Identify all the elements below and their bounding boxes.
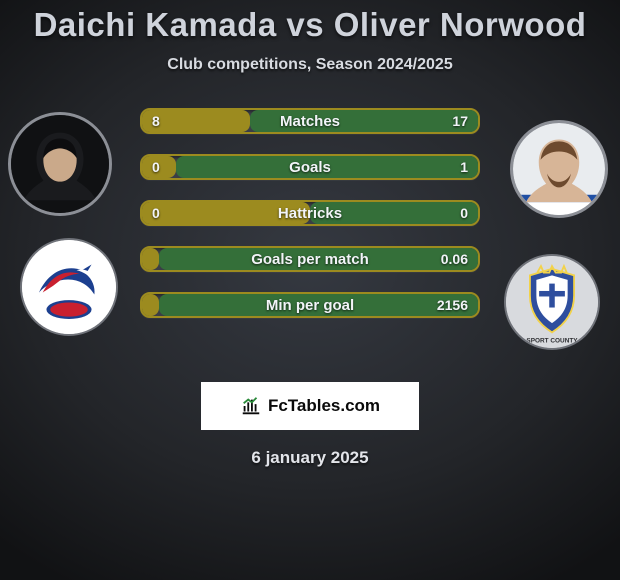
eagle-crest-icon — [22, 240, 116, 334]
stat-label: Goals — [142, 156, 478, 178]
stat-row: 817Matches — [140, 108, 480, 134]
stat-row: 2156Min per goal — [140, 292, 480, 318]
stat-bars: 817Matches 01Goals 00Hattricks 0.06Goals pe… — [140, 108, 480, 338]
chart-logo-icon — [240, 395, 262, 417]
comparison-card: Daichi Kamada vs Oliver Norwood Club com… — [0, 0, 620, 580]
subtitle: Club competitions, Season 2024/2025 — [0, 56, 620, 74]
stat-label: Goals per match — [142, 248, 478, 270]
shield-crest-icon: SPORT COUNTY — [506, 256, 598, 348]
player2-club-crest: SPORT COUNTY — [504, 254, 600, 350]
stat-label: Hattricks — [142, 202, 478, 224]
player1-portrait-icon — [11, 115, 109, 213]
stat-row: 01Goals — [140, 154, 480, 180]
player1-avatar — [8, 112, 112, 216]
player2-avatar — [510, 120, 608, 218]
stat-label: Matches — [142, 110, 478, 132]
watermark: FcTables.com — [201, 382, 419, 430]
comparison-body: SPORT COUNTY 817Matches 01Goals 00Hattrick… — [0, 104, 620, 364]
player1-club-crest — [20, 238, 118, 336]
stat-row: 0.06Goals per match — [140, 246, 480, 272]
stat-label: Min per goal — [142, 294, 478, 316]
watermark-text: FcTables.com — [268, 396, 380, 416]
stat-row: 00Hattricks — [140, 200, 480, 226]
player2-portrait-icon — [513, 123, 605, 215]
page-title: Daichi Kamada vs Oliver Norwood — [0, 6, 620, 44]
svg-text:SPORT COUNTY: SPORT COUNTY — [526, 337, 578, 344]
date-label: 6 january 2025 — [0, 448, 620, 468]
